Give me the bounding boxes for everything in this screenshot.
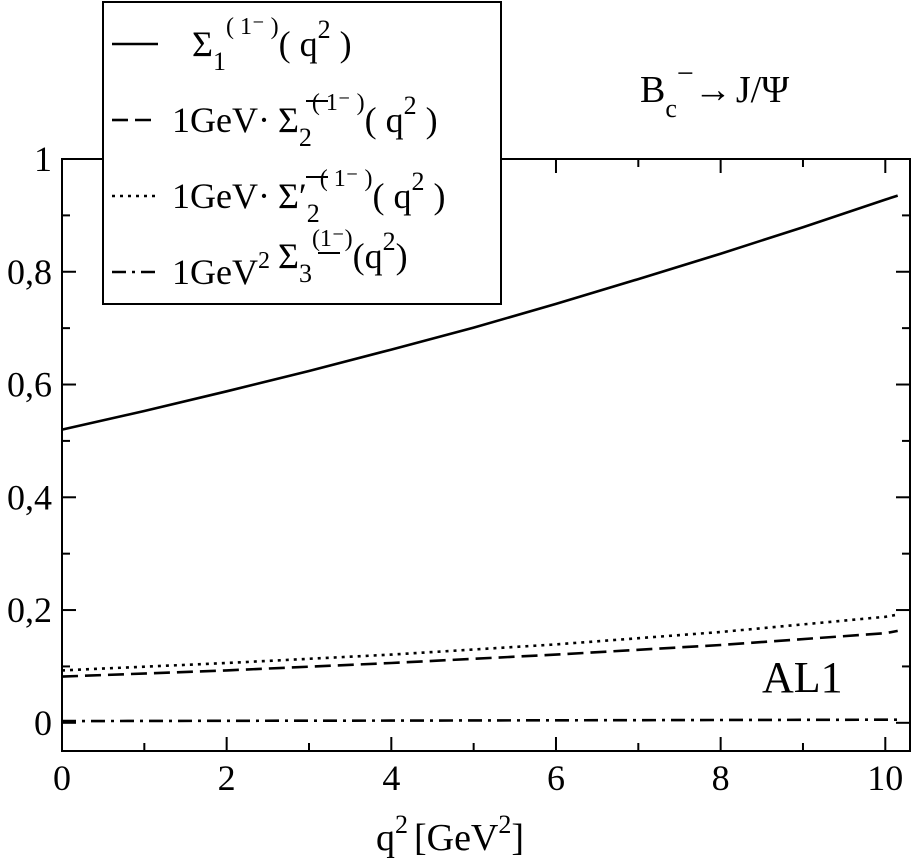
- legend-label-2: 1GeV· Σ2( 1⁻ )( q2 ): [172, 90, 438, 152]
- legend: Σ1( 1⁻ )( q2 ) 1GeV· Σ2( 1⁻ )( q2 ) 1GeV· Σ′…: [102, 1, 502, 305]
- x-tick-label: 6: [547, 758, 565, 798]
- y-tick-label: 0,4: [7, 477, 52, 517]
- x-tick-label: 0: [53, 758, 71, 798]
- legend-label-3: 1GeV· Σ′2( 1⁻ )( q2 ): [172, 166, 445, 228]
- y-tick-label: 0,2: [7, 590, 52, 630]
- y-tick-label: 0,6: [7, 365, 52, 405]
- ticks-layer: 0 2 4 6 8 10 0 0,2 0,4 0,6 0,8 1: [7, 139, 910, 798]
- y-tick-label: 1: [34, 139, 52, 179]
- y-tick-label: 0,8: [7, 252, 52, 292]
- series-layer: [61, 194, 899, 723]
- series-line-2-dashed: [61, 629, 898, 678]
- x-tick-label: 2: [218, 758, 236, 798]
- legend-label-4: 1GeV2 Σ3(1⁻)(q2): [172, 226, 408, 292]
- y-tick-label: 0: [34, 703, 52, 743]
- legend-label-1: Σ1( 1⁻ )( q2 ): [192, 14, 352, 76]
- series-line-1-solid: [61, 194, 899, 431]
- x-tick-label: 8: [712, 758, 730, 798]
- series-line-4-dashdot: [61, 718, 898, 723]
- series-line-3-dotted: [61, 613, 898, 672]
- legend-box: [102, 1, 502, 305]
- legend-rows: Σ1( 1⁻ )( q2 ) 1GeV· Σ2( 1⁻ )( q2 ) 1GeV· Σ′…: [112, 14, 445, 292]
- model-annotation: AL1: [762, 653, 843, 702]
- process-annotation: Bc−→ J/Ψ: [640, 57, 789, 123]
- x-tick-label: 4: [382, 758, 400, 798]
- x-tick-label: 10: [867, 758, 903, 798]
- x-axis-label: q2 [GeV2]: [376, 810, 524, 859]
